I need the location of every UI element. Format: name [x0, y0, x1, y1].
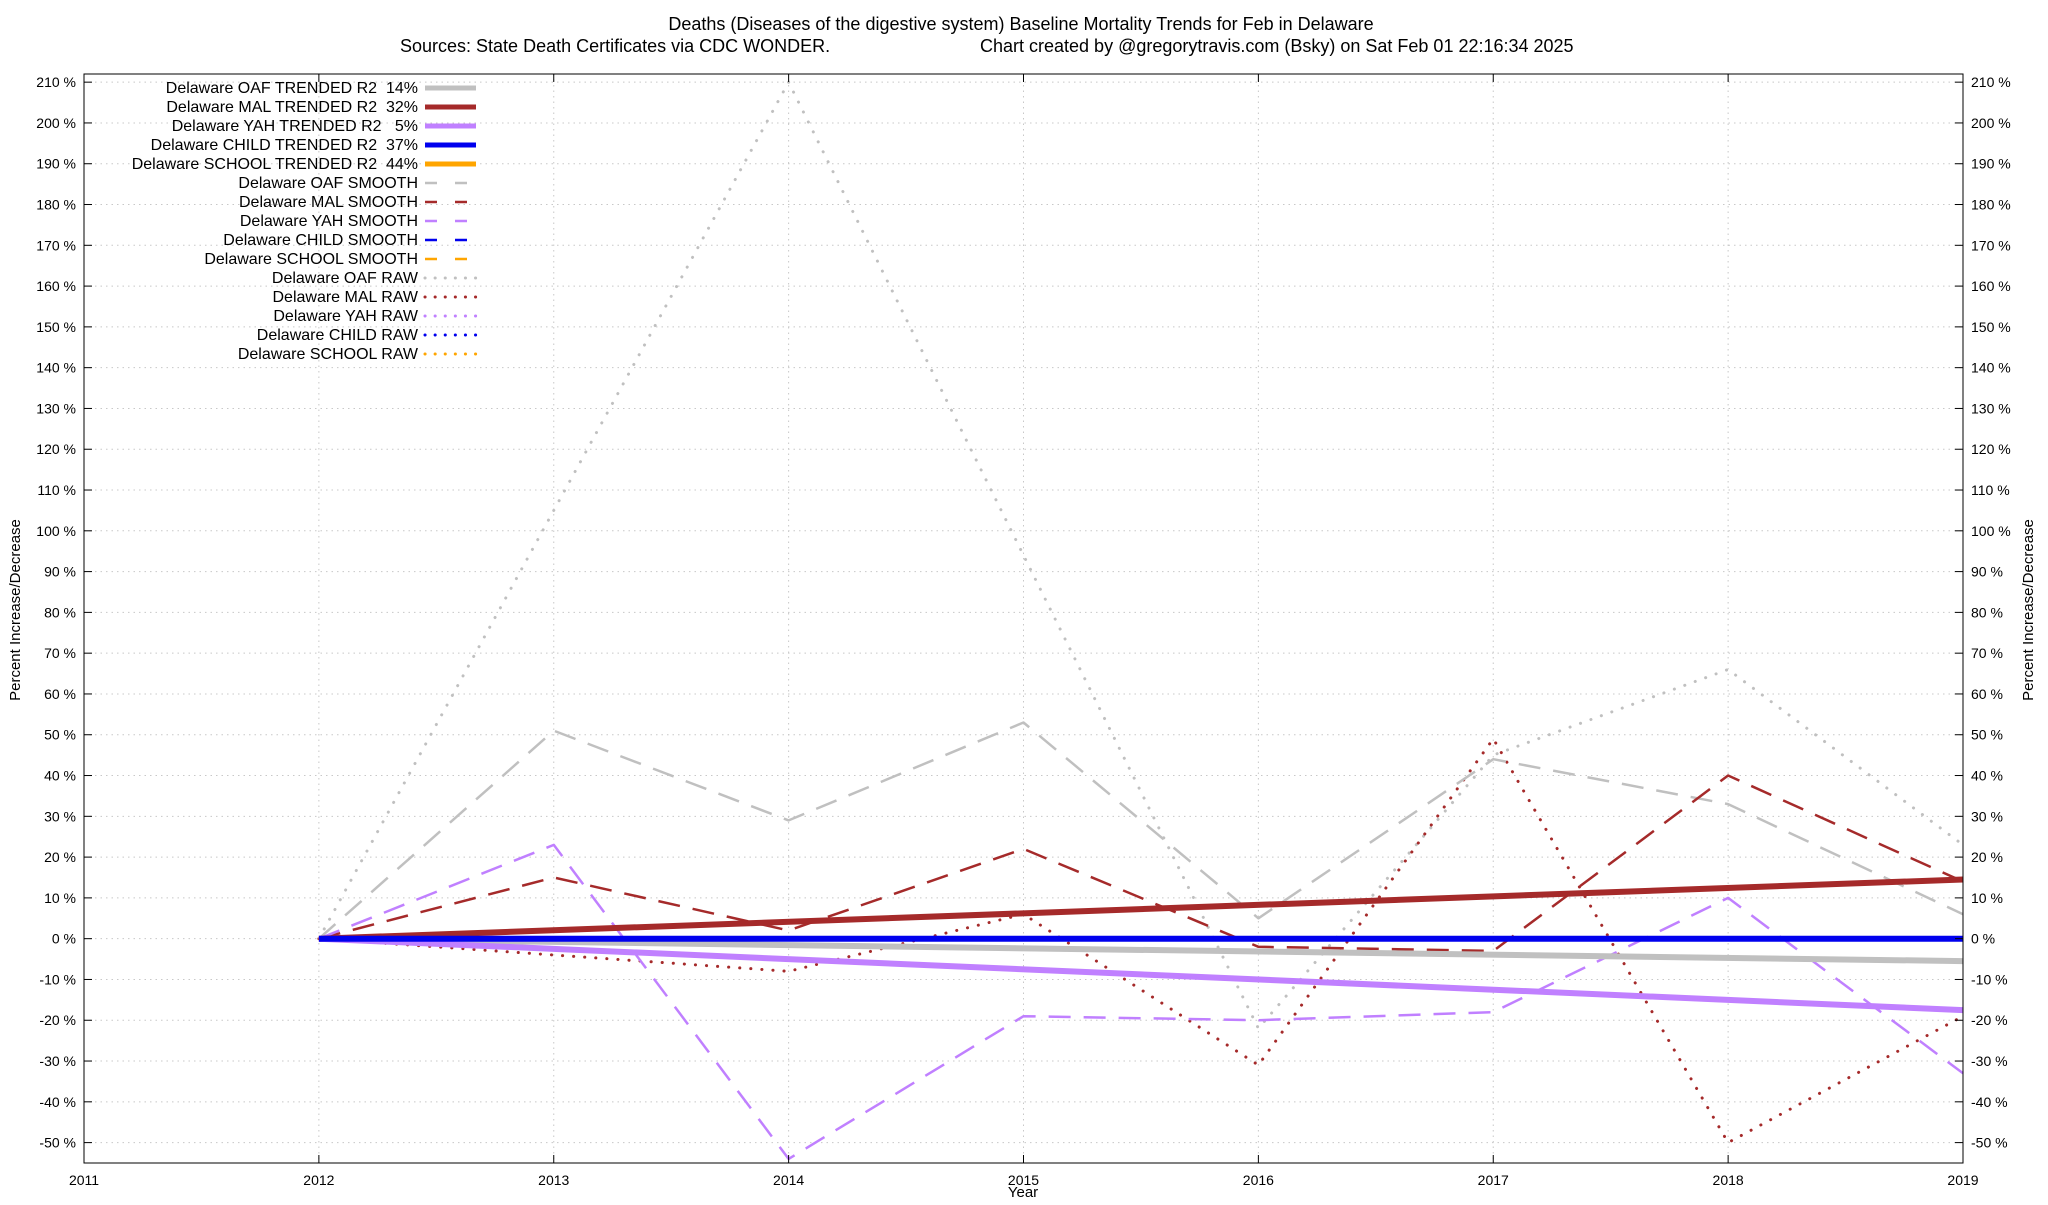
y-tick-label-right: 50 % [1971, 727, 2003, 743]
y-tick-label: 0 % [52, 931, 76, 947]
legend-label: Delaware CHILD TRENDED R2 37% [151, 137, 418, 154]
x-tick-label: 2015 [1008, 1172, 1039, 1188]
legend: Delaware OAF TRENDED R2 14% Delaware MAL … [132, 80, 478, 363]
x-tick-label: 2012 [303, 1172, 334, 1188]
y-axis-label: Percent Increase/Decrease [7, 519, 24, 701]
series-line-trend-0 [318, 935, 1964, 965]
x-tick-label: 2017 [1478, 1172, 1509, 1188]
y-tick-label-right: 80 % [1971, 604, 2003, 620]
series-layer [317, 80, 1965, 1161]
y-tick-label-right: -30 % [1971, 1053, 2008, 1069]
y-tick-label: -50 % [39, 1135, 76, 1151]
y-tick-label-right: 70 % [1971, 645, 2003, 661]
y-tick-label: 130 % [36, 400, 76, 416]
y-tick-label-right: 90 % [1971, 564, 2003, 580]
y-tick-label: 190 % [36, 156, 76, 172]
y-tick-label-right: 0 % [1971, 931, 1995, 947]
legend-label: Delaware YAH TRENDED R2 5% [172, 118, 418, 135]
y-tick-label-right: -20 % [1971, 1012, 2008, 1028]
y-tick-label: 50 % [44, 727, 76, 743]
y-tick-label: 200 % [36, 115, 76, 131]
y-tick-label-right: 30 % [1971, 808, 2003, 824]
y-tick-label: 210 % [36, 74, 76, 90]
y-tick-label-right: 150 % [1971, 319, 2011, 335]
y-tick-label: 60 % [44, 686, 76, 702]
y-tick-label: -10 % [39, 971, 76, 987]
x-axis-label: Year [1008, 1184, 1038, 1200]
series-line-smooth-5 [318, 721, 1964, 940]
legend-label: Delaware OAF TRENDED R2 14% [166, 80, 418, 97]
chart-title: Deaths (Diseases of the digestive system… [668, 14, 1373, 34]
y-tick-label-right: -40 % [1971, 1094, 2008, 1110]
y-tick-label: 80 % [44, 604, 76, 620]
y-tick-label-right: 110 % [1971, 482, 2010, 498]
y-tick-label: 90 % [44, 564, 76, 580]
y-tick-label-right: 130 % [1971, 400, 2011, 416]
legend-label: Delaware OAF SMOOTH [238, 175, 418, 192]
x-tick-label: 2019 [1947, 1172, 1978, 1188]
series-line-smooth-6 [318, 774, 1964, 953]
y-tick-label-right: -10 % [1971, 971, 2008, 987]
legend-label: Delaware SCHOOL TRENDED R2 44% [132, 156, 418, 173]
legend-label: Delaware MAL SMOOTH [239, 194, 418, 211]
y-tick-label-right: 20 % [1971, 849, 2003, 865]
series-line-trend-1 [318, 876, 1964, 942]
y-tick-label: 40 % [44, 768, 76, 784]
y-axis-label-right: Percent Increase/Decrease [2020, 519, 2037, 701]
legend-label: Delaware SCHOOL RAW [238, 346, 419, 363]
y-tick-label-right: 180 % [1971, 197, 2011, 213]
legend-label: Delaware CHILD SMOOTH [223, 232, 418, 249]
y-tick-label: -20 % [39, 1012, 76, 1028]
legend-label: Delaware CHILD RAW [257, 327, 419, 344]
x-tick-label: 2016 [1243, 1172, 1274, 1188]
y-tick-label-right: 190 % [1971, 156, 2011, 172]
y-tick-label: 30 % [44, 808, 76, 824]
chart-subtitle-credit: Chart created by @gregorytravis.com (Bsk… [980, 36, 1574, 56]
x-tick-label: 2013 [538, 1172, 569, 1188]
y-tick-label: 70 % [44, 645, 76, 661]
y-tick-label-right: 60 % [1971, 686, 2003, 702]
y-tick-label-right: 200 % [1971, 115, 2011, 131]
axis-ticks: 210 % 210 % 200 % 200 % 190 % 190 % 180 % 180 %… [36, 74, 2011, 1188]
y-tick-label: -40 % [39, 1094, 76, 1110]
y-tick-label: -30 % [39, 1053, 76, 1069]
y-tick-label-right: 120 % [1971, 441, 2011, 457]
legend-label: Delaware OAF RAW [272, 270, 419, 287]
y-tick-label: 170 % [36, 237, 76, 253]
legend-label: Delaware MAL TRENDED R2 32% [166, 99, 418, 116]
y-tick-label: 180 % [36, 197, 76, 213]
y-tick-label: 10 % [44, 890, 76, 906]
y-tick-label: 20 % [44, 849, 76, 865]
legend-label: Delaware YAH SMOOTH [240, 213, 418, 230]
y-tick-label-right: -50 % [1971, 1135, 2008, 1151]
x-tick-label: 2011 [69, 1172, 99, 1188]
y-tick-label-right: 210 % [1971, 74, 2011, 90]
x-tick-label: 2018 [1713, 1172, 1744, 1188]
legend-label: Delaware MAL RAW [272, 289, 418, 306]
legend-label: Delaware YAH RAW [273, 308, 419, 325]
y-tick-label-right: 140 % [1971, 360, 2011, 376]
y-tick-label: 100 % [36, 523, 76, 539]
y-tick-label: 120 % [36, 441, 76, 457]
y-tick-label-right: 160 % [1971, 278, 2011, 294]
y-tick-label-right: 100 % [1971, 523, 2011, 539]
y-tick-label-right: 170 % [1971, 237, 2011, 253]
chart-subtitle-source: Sources: State Death Certificates via CD… [400, 36, 830, 56]
y-tick-label-right: 10 % [1971, 890, 2003, 906]
y-tick-label: 160 % [36, 278, 76, 294]
legend-label: Delaware SCHOOL SMOOTH [204, 251, 418, 268]
y-tick-label: 140 % [36, 360, 76, 376]
series-line-trend-2 [318, 935, 1964, 1014]
y-tick-label: 110 % [37, 482, 76, 498]
x-tick-label: 2014 [773, 1172, 804, 1188]
y-tick-label: 150 % [36, 319, 76, 335]
series-line-smooth-7 [318, 843, 1964, 1161]
y-tick-label-right: 40 % [1971, 768, 2003, 784]
